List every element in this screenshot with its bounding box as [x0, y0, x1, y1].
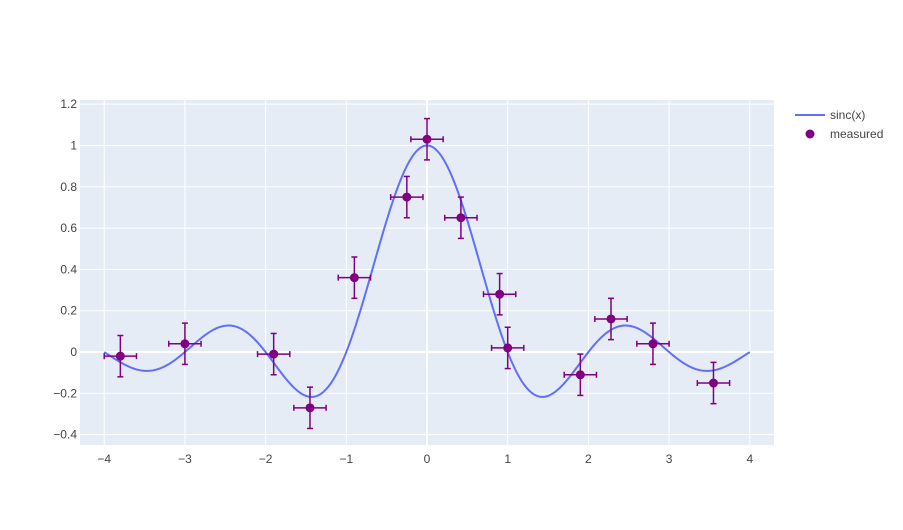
data-point[interactable] — [594, 297, 628, 341]
marker — [575, 370, 585, 380]
data-point[interactable] — [410, 117, 444, 161]
x-tick-label: −4 — [97, 452, 111, 466]
grid — [80, 100, 774, 445]
data-point[interactable] — [636, 322, 670, 366]
marker — [422, 134, 432, 144]
y-tick-label: 0 — [70, 345, 77, 359]
marker — [402, 192, 412, 202]
marker — [305, 403, 315, 413]
data-point[interactable] — [389, 175, 424, 219]
y-tick-label: 1.2 — [60, 97, 77, 111]
y-tick-label: 1 — [70, 138, 77, 152]
legend-item-sinc[interactable]: sinc(x) — [795, 108, 865, 122]
data-point[interactable] — [256, 332, 291, 376]
series-marker-layer — [103, 117, 731, 430]
legend-marker-swatch — [805, 129, 815, 139]
marker — [503, 343, 513, 353]
legend[interactable]: sinc(x) measured — [795, 108, 883, 141]
y-tick-label: 0.8 — [60, 180, 77, 194]
x-tick-label: −3 — [178, 452, 192, 466]
data-point[interactable] — [293, 386, 327, 430]
data-point[interactable] — [103, 334, 138, 378]
data-point[interactable] — [563, 353, 598, 397]
marker — [180, 339, 190, 349]
y-tick-label: 0.2 — [60, 304, 77, 318]
marker — [606, 314, 616, 324]
data-point[interactable] — [696, 361, 731, 405]
x-tick-label: 1 — [504, 452, 511, 466]
y-tick-label: 0.4 — [60, 262, 77, 276]
data-point[interactable] — [482, 272, 517, 316]
y-tick-label: 0.6 — [60, 221, 77, 235]
marker — [269, 349, 279, 359]
axis-labels: −4 −3 −2 −1 0 1 2 3 4 −0.4 −0.2 0 0.2 0.4 0.6 0.8 1 1.2 — [53, 97, 753, 466]
legend-label: sinc(x) — [830, 108, 865, 122]
x-tick-label: −2 — [259, 452, 273, 466]
marker — [648, 339, 658, 349]
legend-label: measured — [830, 127, 883, 141]
data-point[interactable] — [490, 326, 525, 370]
x-tick-label: 0 — [424, 452, 431, 466]
marker — [708, 378, 718, 388]
x-tick-label: 3 — [666, 452, 673, 466]
legend-item-measured[interactable]: measured — [805, 127, 884, 141]
x-tick-label: −1 — [339, 452, 353, 466]
marker — [115, 351, 125, 361]
data-point[interactable] — [337, 256, 372, 300]
y-tick-label: −0.2 — [53, 386, 77, 400]
marker — [495, 289, 505, 299]
x-tick-label: 4 — [746, 452, 753, 466]
marker — [349, 273, 359, 283]
marker — [456, 213, 466, 223]
data-point[interactable] — [168, 322, 202, 366]
x-tick-label: 2 — [585, 452, 592, 466]
y-tick-label: −0.4 — [53, 428, 77, 442]
data-point[interactable] — [444, 196, 478, 240]
